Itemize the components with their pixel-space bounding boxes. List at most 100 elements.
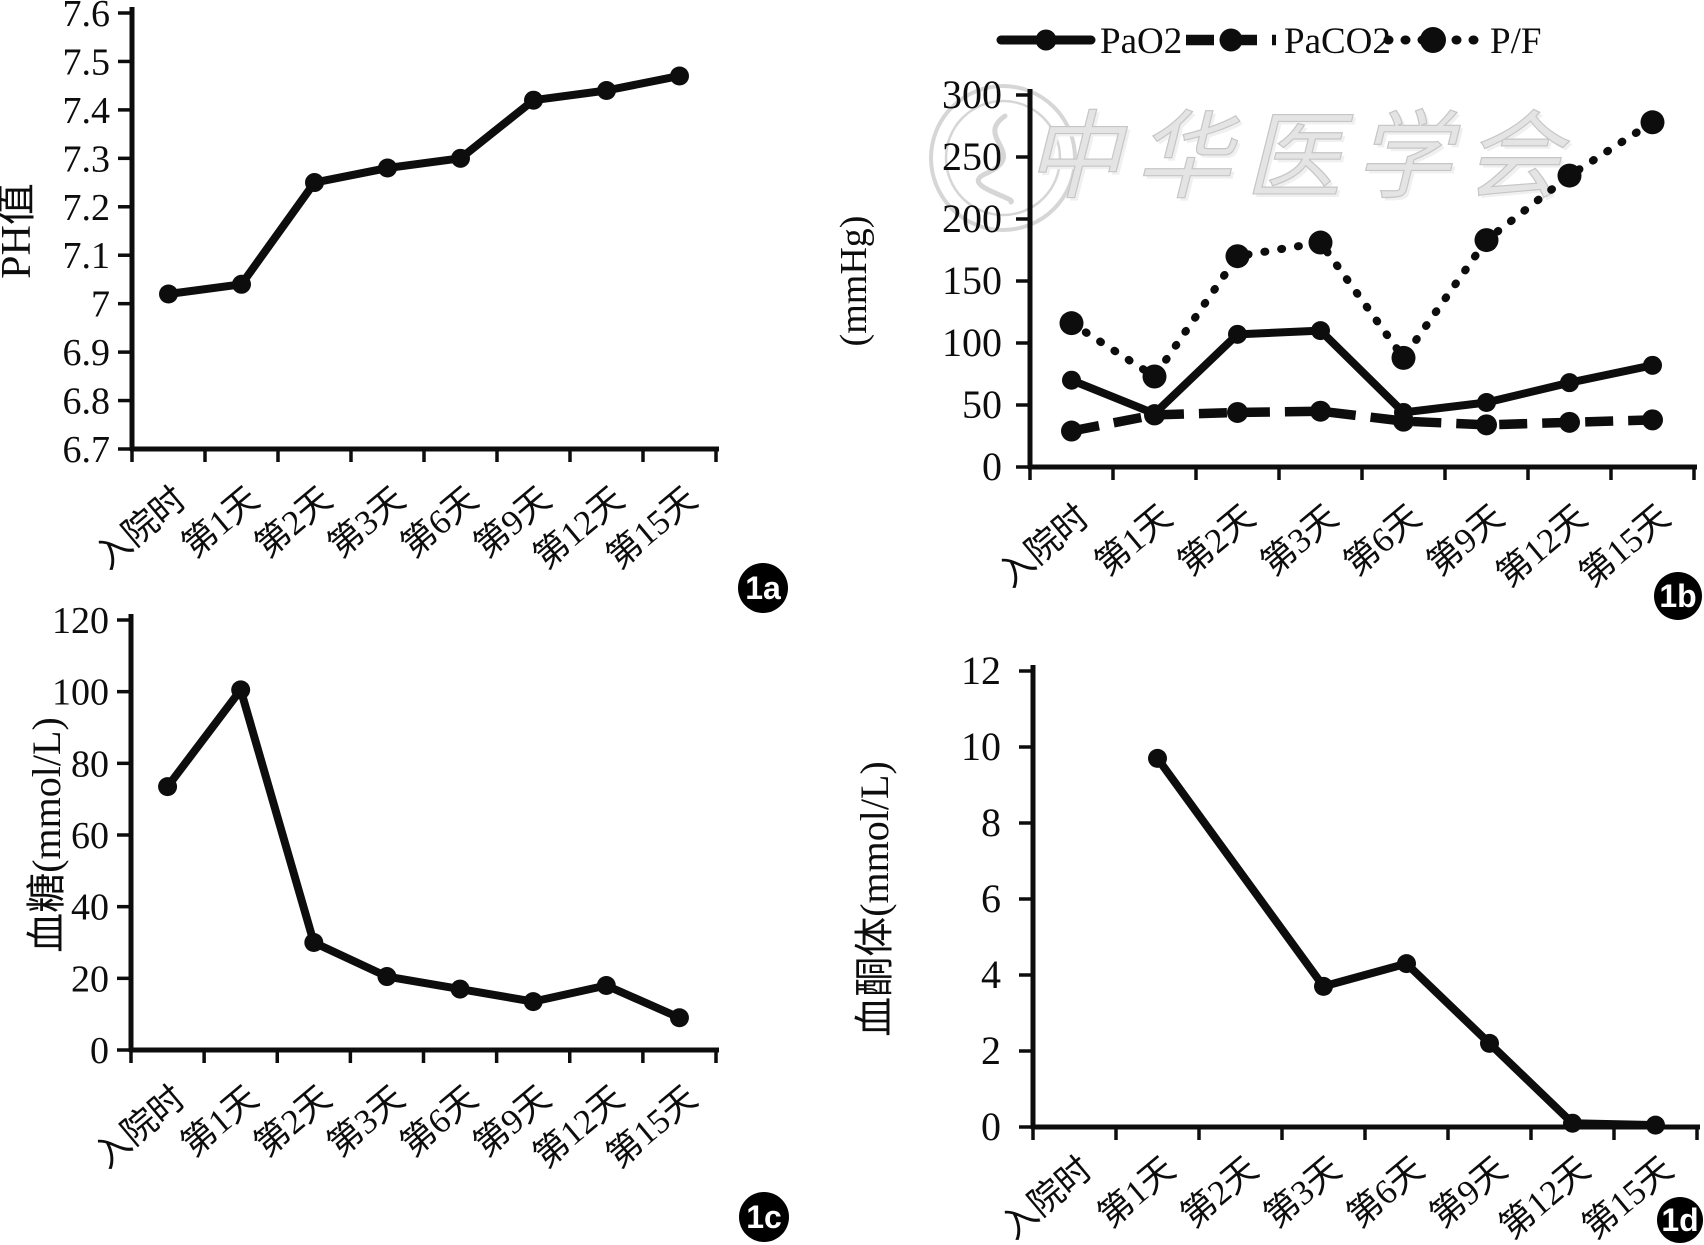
y-tick-label: 12 bbox=[961, 648, 1001, 693]
panel-badge bbox=[1654, 572, 1702, 620]
data-point-P/F bbox=[1059, 311, 1084, 336]
y-tick-label: 200 bbox=[942, 196, 1002, 241]
y-tick-label: 100 bbox=[942, 320, 1002, 365]
y-tick-label: 0 bbox=[981, 1104, 1001, 1149]
y-tick-label: 7.3 bbox=[63, 138, 111, 180]
data-point-PaO2 bbox=[1477, 393, 1496, 413]
data-point-PaO2 bbox=[1643, 355, 1662, 375]
data-point-PaO2 bbox=[1228, 324, 1247, 344]
medical-emblem-snake-icon bbox=[975, 113, 1014, 205]
y-axis-title: PH值 bbox=[0, 183, 40, 279]
data-point-PaCO2 bbox=[1476, 414, 1497, 436]
y-tick-label: 0 bbox=[90, 1030, 109, 1072]
y-tick-label: 7.2 bbox=[63, 187, 111, 229]
legend-label: P/F bbox=[1490, 21, 1541, 62]
x-category-label: 第3天 bbox=[1254, 497, 1346, 583]
y-tick-label: 250 bbox=[942, 134, 1002, 179]
x-category-label: 入院时 bbox=[994, 1149, 1100, 1245]
y-tick-label: 20 bbox=[71, 958, 109, 1000]
y-tick-label: 80 bbox=[71, 743, 109, 785]
x-category-label: 第3天 bbox=[320, 1078, 412, 1164]
x-category-label: 第6天 bbox=[393, 1078, 485, 1164]
y-tick-label: 0 bbox=[982, 444, 1002, 489]
x-category-label: 第12天 bbox=[1489, 497, 1595, 594]
data-point-PH值 bbox=[232, 274, 251, 294]
y-tick-label: 6.8 bbox=[63, 381, 111, 423]
data-point-血糖 bbox=[304, 933, 324, 952]
x-category-label: 第3天 bbox=[321, 479, 413, 565]
data-point-血酮体 bbox=[1646, 1115, 1665, 1135]
legend-marker-icon bbox=[1035, 29, 1057, 51]
series-line-血酮体 bbox=[1153, 754, 1660, 1130]
data-point-血糖 bbox=[523, 992, 543, 1012]
series-line-血糖 bbox=[163, 685, 684, 1022]
data-point-血酮体 bbox=[1148, 748, 1167, 768]
data-point-P/F bbox=[1142, 364, 1167, 389]
panel-badge-label: 1d bbox=[1661, 1202, 1698, 1238]
data-point-PaCO2 bbox=[1227, 401, 1248, 423]
data-point-血糖 bbox=[158, 777, 178, 797]
panel-badge bbox=[1657, 1197, 1703, 1243]
data-point-P/F bbox=[1308, 230, 1333, 255]
data-point-PH值 bbox=[451, 148, 470, 168]
panel-badge-label: 1c bbox=[746, 1199, 782, 1235]
data-point-PaO2 bbox=[1062, 370, 1081, 390]
legend-label: PaCO2 bbox=[1284, 21, 1391, 62]
x-category-label: 第1天 bbox=[1088, 497, 1180, 583]
x-category-label: 第3天 bbox=[1257, 1149, 1349, 1235]
legend-marker-icon bbox=[1420, 27, 1446, 53]
y-axis-title: (mmHg) bbox=[833, 216, 875, 347]
legend-item-PaCO2: PaCO2 bbox=[1186, 21, 1391, 62]
panel-badge-label: 1a bbox=[745, 570, 781, 606]
y-tick-label: 7.5 bbox=[63, 41, 111, 83]
x-category-label: 第12天 bbox=[1492, 1149, 1598, 1245]
y-tick-label: 300 bbox=[942, 72, 1002, 117]
data-point-P/F bbox=[1557, 163, 1582, 188]
data-point-PH值 bbox=[670, 66, 689, 86]
y-tick-label: 60 bbox=[71, 815, 109, 857]
data-point-PaCO2 bbox=[1310, 400, 1331, 422]
y-tick-label: 6.9 bbox=[63, 332, 111, 374]
y-tick-label: 4 bbox=[981, 952, 1001, 997]
data-point-血糖 bbox=[596, 976, 616, 995]
y-tick-label: 8 bbox=[981, 800, 1001, 845]
data-point-血酮体 bbox=[1480, 1033, 1499, 1053]
y-axis-title: 血糖(mmol/L) bbox=[24, 717, 69, 953]
x-category-label: 入院时 bbox=[87, 1078, 193, 1175]
data-point-PH值 bbox=[305, 173, 324, 193]
legend: PaO2 PaCO2 P/F bbox=[996, 21, 1541, 62]
y-tick-label: 6.7 bbox=[63, 429, 111, 471]
medical-emblem-icon bbox=[929, 84, 1077, 232]
legend-label: PaO2 bbox=[1100, 21, 1182, 62]
legend-marker-icon bbox=[1219, 28, 1243, 52]
data-point-PaCO2 bbox=[1559, 411, 1580, 433]
data-point-P/F bbox=[1474, 228, 1499, 253]
y-tick-label: 150 bbox=[942, 258, 1002, 303]
series-line-P/F bbox=[1067, 118, 1657, 381]
x-category-label: 第6天 bbox=[394, 479, 486, 565]
x-category-label: 第6天 bbox=[1340, 1149, 1432, 1235]
y-tick-label: 2 bbox=[981, 1028, 1001, 1073]
legend-item-P/F: P/F bbox=[1383, 21, 1541, 62]
data-point-P/F bbox=[1640, 110, 1665, 135]
data-point-PH值 bbox=[378, 158, 397, 178]
data-point-PaO2 bbox=[1560, 373, 1579, 393]
y-tick-label: 100 bbox=[52, 672, 109, 714]
panel-1d: 024681012入院时第1天第2天第3天第6天第9天第12天第15天血酮体(m… bbox=[852, 648, 1703, 1245]
legend-item-PaO2: PaO2 bbox=[996, 21, 1182, 62]
data-point-PaCO2 bbox=[1144, 404, 1165, 426]
panel-1c: 020406080100120入院时第1天第2天第3天第6天第9天第12天第15… bbox=[24, 600, 789, 1242]
x-category-label: 第2天 bbox=[248, 479, 340, 565]
data-point-血糖 bbox=[669, 1008, 689, 1028]
series-line-PaO2 bbox=[1067, 326, 1657, 418]
data-point-PaO2 bbox=[1311, 321, 1330, 341]
y-tick-label: 6 bbox=[981, 876, 1001, 921]
x-category-label: 第1天 bbox=[1091, 1149, 1183, 1235]
watermark-text: 中华医学会 bbox=[1025, 104, 1575, 211]
panel-badge bbox=[739, 1192, 789, 1242]
data-point-血糖 bbox=[231, 680, 251, 700]
